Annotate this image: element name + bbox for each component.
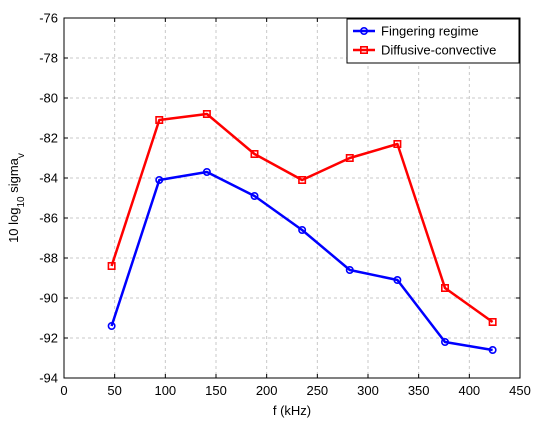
legend-box bbox=[346, 18, 520, 64]
legend-marker bbox=[359, 26, 368, 35]
data-point bbox=[345, 265, 354, 274]
x-tick-label: 250 bbox=[306, 383, 328, 398]
y-tick-label: -76 bbox=[39, 11, 58, 26]
y-tick-label: -94 bbox=[39, 371, 58, 386]
plot-frame bbox=[63, 17, 521, 379]
legend-items: Fingering regime Diffusive-convective bbox=[353, 24, 496, 58]
data-point bbox=[345, 154, 354, 163]
x-tick-label: 450 bbox=[509, 383, 531, 398]
y-tick-label: -88 bbox=[39, 251, 58, 266]
legend-label: Fingering regime bbox=[381, 24, 479, 39]
data-point bbox=[250, 192, 259, 201]
y-axis-label-sub1: 10 bbox=[16, 196, 27, 208]
y-tick-label: -78 bbox=[39, 51, 58, 66]
series-line bbox=[110, 170, 493, 352]
y-tick-label: -90 bbox=[39, 291, 58, 306]
series-square bbox=[107, 110, 497, 326]
data-point bbox=[298, 176, 307, 185]
data-point bbox=[202, 110, 211, 119]
y-axis-label: 10 log10 sigmav bbox=[6, 153, 27, 243]
series-line bbox=[110, 112, 494, 324]
x-tick-label: 50 bbox=[107, 383, 121, 398]
data-point bbox=[298, 226, 307, 235]
x-axis-label: f (kHz) bbox=[273, 403, 311, 418]
legend-marker bbox=[359, 45, 368, 54]
data-point bbox=[488, 345, 497, 354]
data-point bbox=[250, 150, 259, 159]
y-tick-label: -82 bbox=[39, 131, 58, 146]
y-axis-label-main: 10 log bbox=[6, 208, 21, 243]
legend-item: Fingering regime bbox=[353, 24, 479, 39]
x-tick-label: 400 bbox=[458, 383, 480, 398]
y-axis-label-sub2: v bbox=[16, 153, 27, 158]
data-point bbox=[202, 168, 211, 177]
series-circle bbox=[107, 168, 497, 354]
x-tick-label: 350 bbox=[408, 383, 430, 398]
y-tick-label: -86 bbox=[39, 211, 58, 226]
data-point bbox=[393, 140, 402, 149]
series-layer bbox=[107, 110, 497, 354]
data-point bbox=[441, 337, 450, 346]
x-tick-label: 300 bbox=[357, 383, 379, 398]
data-point bbox=[155, 116, 164, 125]
data-point bbox=[441, 283, 450, 292]
y-tick-label: -80 bbox=[39, 91, 58, 106]
data-point bbox=[107, 261, 116, 270]
legend: Fingering regime Diffusive-convective bbox=[346, 18, 520, 64]
data-point bbox=[488, 317, 497, 326]
x-tick-label: 150 bbox=[205, 383, 227, 398]
legend-item: Diffusive-convective bbox=[353, 43, 496, 58]
data-point bbox=[155, 176, 164, 185]
x-tick-label: 200 bbox=[256, 383, 278, 398]
ticks: 0 50 100 150 200 250 300 350 400 450 -94 -92 -90 -88 -… bbox=[39, 11, 531, 399]
grid bbox=[64, 18, 520, 378]
data-point bbox=[107, 321, 116, 330]
data-point bbox=[393, 275, 402, 284]
x-tick-label: 100 bbox=[154, 383, 176, 398]
x-tick-label: 0 bbox=[60, 383, 67, 398]
y-tick-label: -84 bbox=[39, 171, 58, 186]
y-tick-label: -92 bbox=[39, 331, 58, 346]
y-axis-label-mid: sigma bbox=[6, 157, 21, 196]
legend-label: Diffusive-convective bbox=[381, 43, 496, 58]
